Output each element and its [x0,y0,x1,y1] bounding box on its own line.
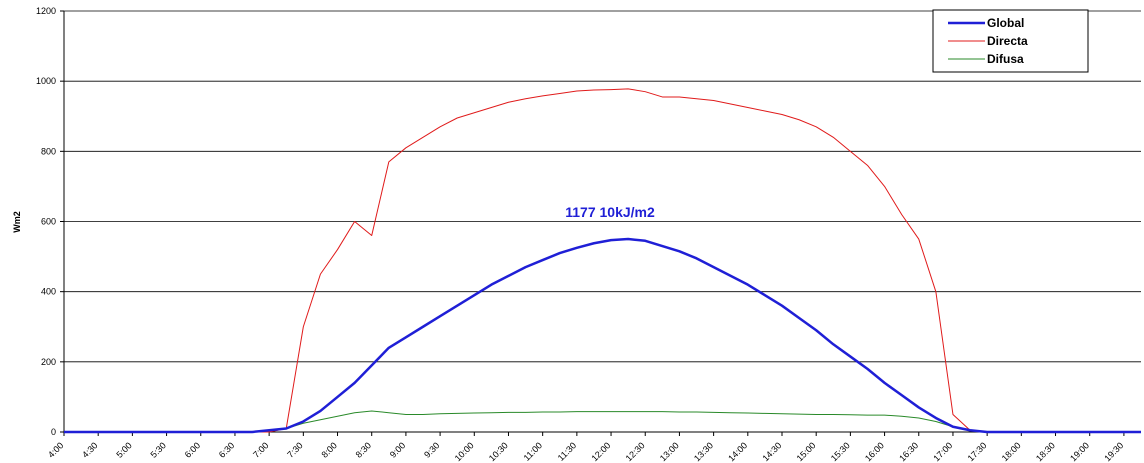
x-tick-label: 4:00 [46,440,65,459]
x-tick-label: 12:00 [589,440,612,463]
x-tick-label: 7:00 [251,440,270,459]
x-tick-label: 10:00 [453,440,476,463]
x-tick-label: 13:30 [692,440,715,463]
series-line [64,88,1141,433]
x-tick-label: 16:00 [863,440,886,463]
x-tick-label: 11:00 [522,440,545,463]
x-tick-label: 6:30 [217,440,236,459]
x-tick-label: 17:30 [966,440,989,463]
x-tick-label: 19:00 [1068,440,1091,463]
x-tick-label: 14:30 [760,440,783,463]
y-tick-label: 0 [51,427,56,437]
x-tick-label: 6:00 [183,440,202,459]
legend-label: Difusa [987,52,1024,66]
y-tick-label: 400 [41,287,56,297]
x-tick-label: 17:00 [931,440,954,463]
x-tick-label: 13:00 [658,440,681,463]
x-tick-label: 16:30 [897,440,920,463]
x-tick-label: 10:30 [487,440,510,463]
x-tick-label: 4:30 [80,440,99,459]
x-tick-label: 9:30 [422,440,441,459]
x-tick-label: 14:00 [726,440,749,463]
y-axis-label: Wm2 [12,211,22,233]
x-tick-label: 7:30 [285,440,304,459]
series-line [64,410,1141,433]
y-tick-label: 1200 [36,6,56,16]
x-tick-label: 8:30 [354,440,373,459]
x-tick-label: 15:00 [795,440,818,463]
annotation: 1177 10kJ/m2 [565,204,655,220]
series-line [64,237,1141,434]
x-tick-label: 19:30 [1102,440,1125,463]
y-tick-label: 800 [41,146,56,156]
x-tick-label: 12:30 [624,440,647,463]
y-tick-label: 200 [41,357,56,367]
x-tick-label: 15:30 [829,440,852,463]
x-tick-label: 18:00 [1000,440,1023,463]
x-tick-label: 11:30 [556,440,579,463]
x-tick-label: 8:00 [319,440,338,459]
y-tick-label: 1000 [36,76,56,86]
y-tick-label: 600 [41,217,56,227]
legend-label: Global [987,16,1024,30]
x-tick-label: 9:00 [388,440,407,459]
x-tick-label: 18:30 [1034,440,1057,463]
x-tick-label: 5:30 [149,440,168,459]
x-tick-label: 5:00 [114,440,133,459]
legend-label: Directa [987,34,1028,48]
